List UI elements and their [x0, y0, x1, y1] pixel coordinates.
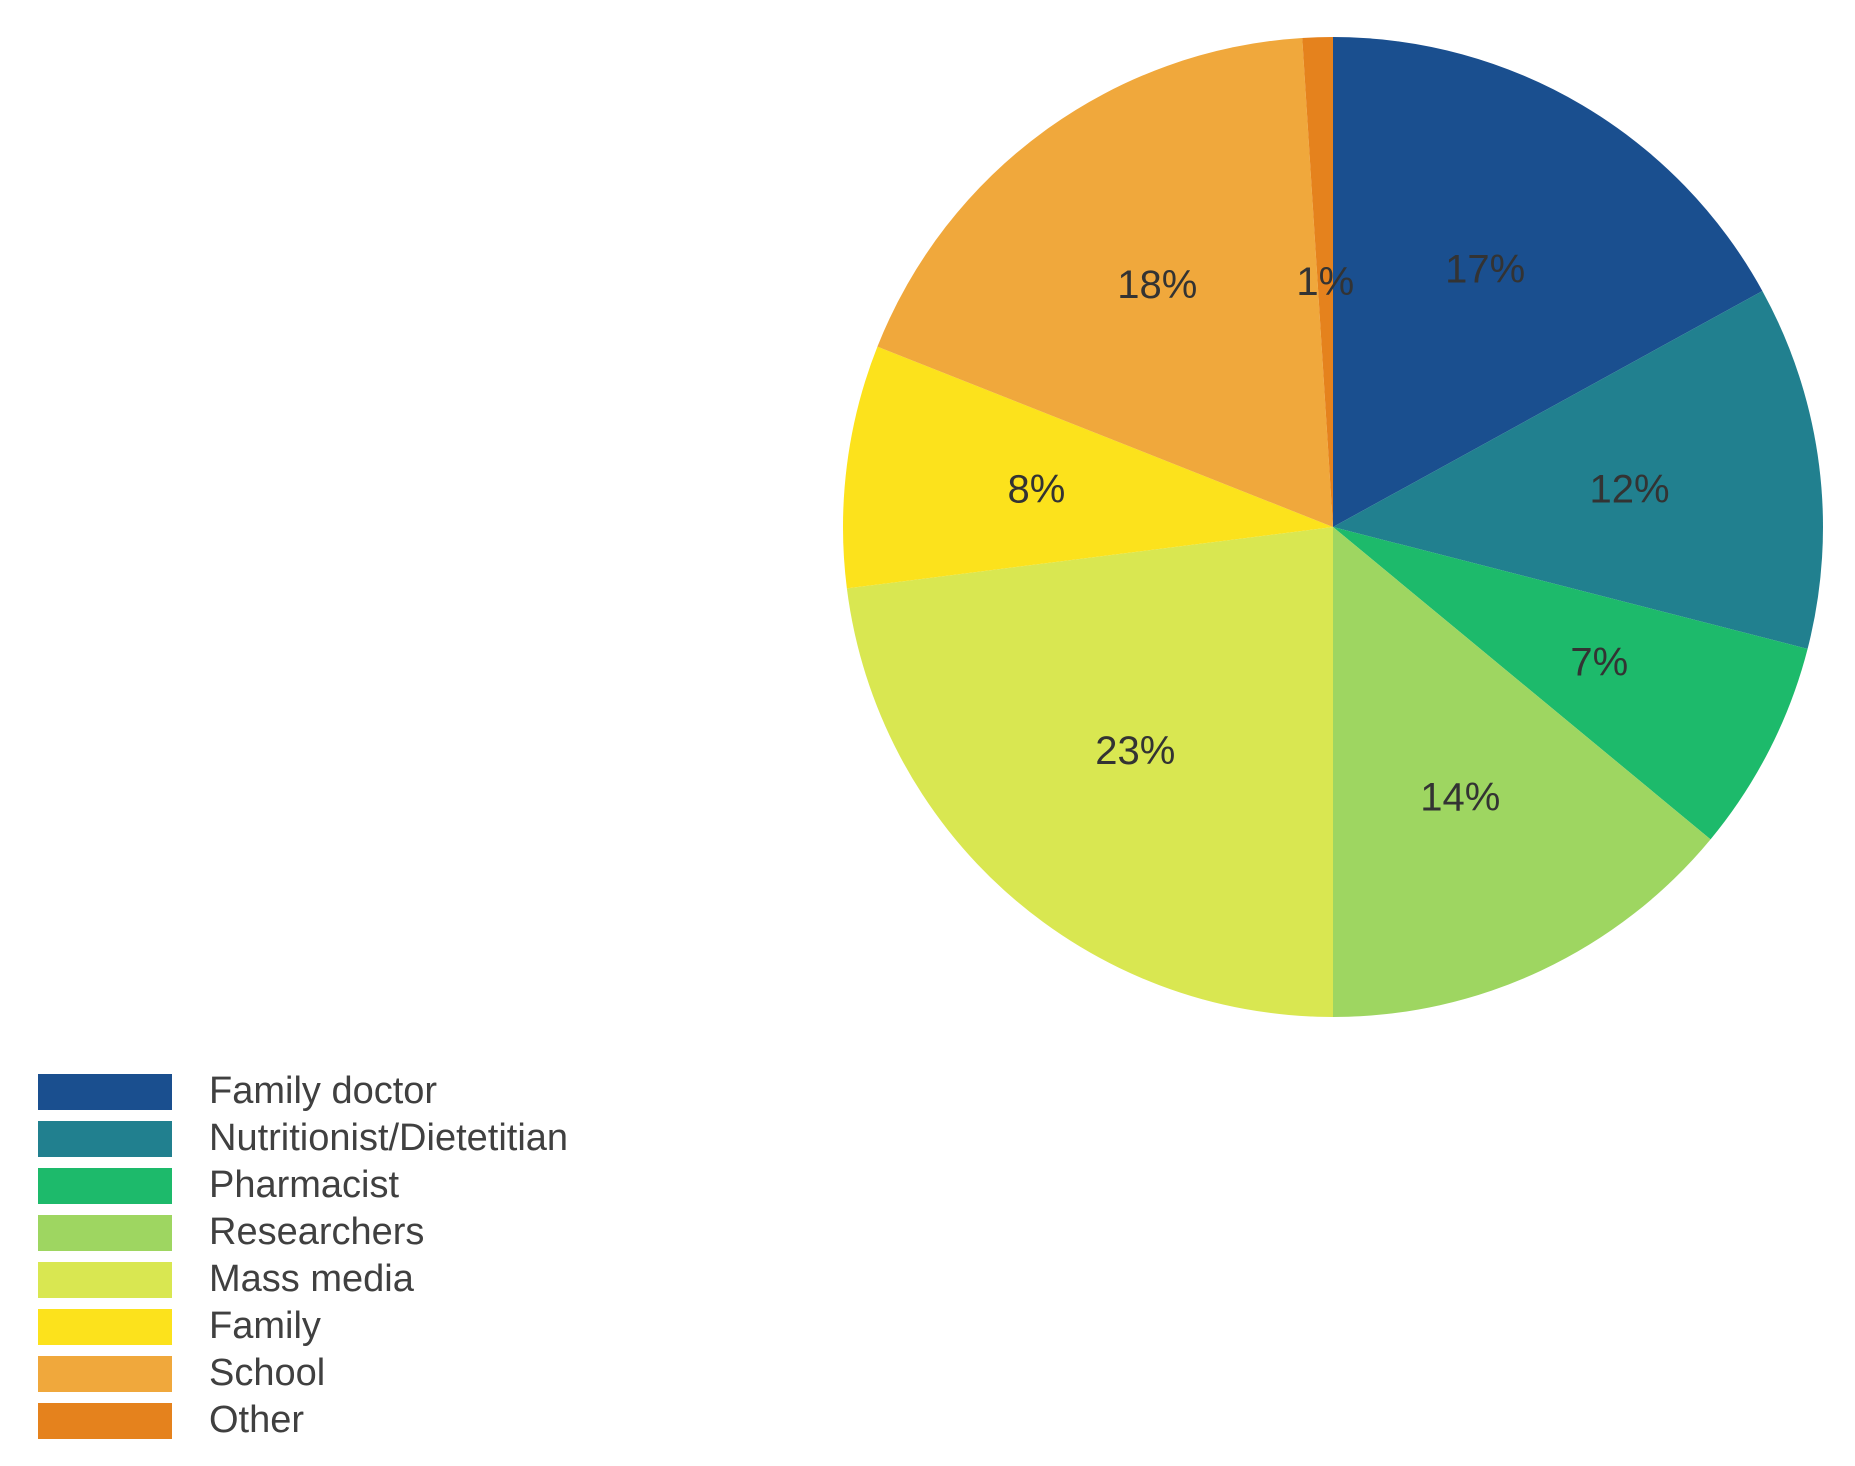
- legend-item-researchers: Researchers: [38, 1209, 568, 1256]
- slice-label-school: 18%: [1117, 263, 1197, 307]
- pie-slice-family: [842, 346, 1333, 589]
- legend-label: Researchers: [209, 1211, 425, 1253]
- pie-slice-nutritionist-dietetitian: [1333, 290, 1823, 649]
- slice-label-nutritionist-dietetitian: 12%: [1590, 468, 1670, 512]
- legend-item-family: Family: [38, 1303, 568, 1350]
- slice-label-other: 1%: [1296, 260, 1354, 304]
- legend-item-school: School: [38, 1350, 568, 1397]
- legend-swatch: [38, 1073, 172, 1110]
- slice-label-pharmacist: 7%: [1570, 641, 1628, 685]
- pie-slice-pharmacist: [1333, 527, 1808, 840]
- legend-swatch: [38, 1120, 172, 1157]
- legend-swatch: [38, 1167, 172, 1204]
- legend-item-nutritionist-dietetitian: Nutritionist/Dietetitian: [38, 1115, 568, 1162]
- legend-swatch: [38, 1355, 172, 1392]
- legend-label: Family: [209, 1305, 321, 1347]
- legend-label: Mass media: [209, 1258, 414, 1300]
- legend-swatch: [38, 1402, 172, 1439]
- legend-swatch: [38, 1261, 172, 1298]
- legend-label: Nutritionist/Dietetitian: [209, 1117, 569, 1159]
- pie-slice-researchers: [1333, 527, 1711, 1017]
- slice-label-mass-media: 23%: [1095, 729, 1175, 773]
- slice-label-family: 8%: [1008, 468, 1066, 512]
- legend-item-other: Other: [38, 1397, 568, 1444]
- legend-swatch: [38, 1308, 172, 1345]
- legend-swatch: [38, 1214, 172, 1251]
- pie-slices: [842, 37, 1823, 1017]
- slice-labels: 17% 12% 7% 14% 23% 8% 18% 1%: [1008, 248, 1670, 820]
- legend-label: Other: [209, 1399, 305, 1441]
- legend-item-pharmacist: Pharmacist: [38, 1162, 568, 1209]
- legend-item-mass-media: Mass media: [38, 1256, 568, 1303]
- pie-slice-mass-media: [846, 527, 1333, 1017]
- legend-item-family-doctor: Family doctor: [38, 1068, 568, 1115]
- pie-slice-school: [877, 37, 1333, 527]
- slice-label-family-doctor: 17%: [1445, 248, 1525, 292]
- legend-label: Family doctor: [209, 1070, 438, 1112]
- legend: Family doctor Nutritionist/Dietetitian Pha…: [38, 1068, 568, 1444]
- pie-slice-other: [1302, 37, 1333, 527]
- pie-slice-family-doctor: [1333, 37, 1763, 527]
- legend-label: School: [209, 1352, 326, 1394]
- slice-label-researchers: 14%: [1420, 775, 1500, 819]
- legend-label: Pharmacist: [209, 1164, 400, 1206]
